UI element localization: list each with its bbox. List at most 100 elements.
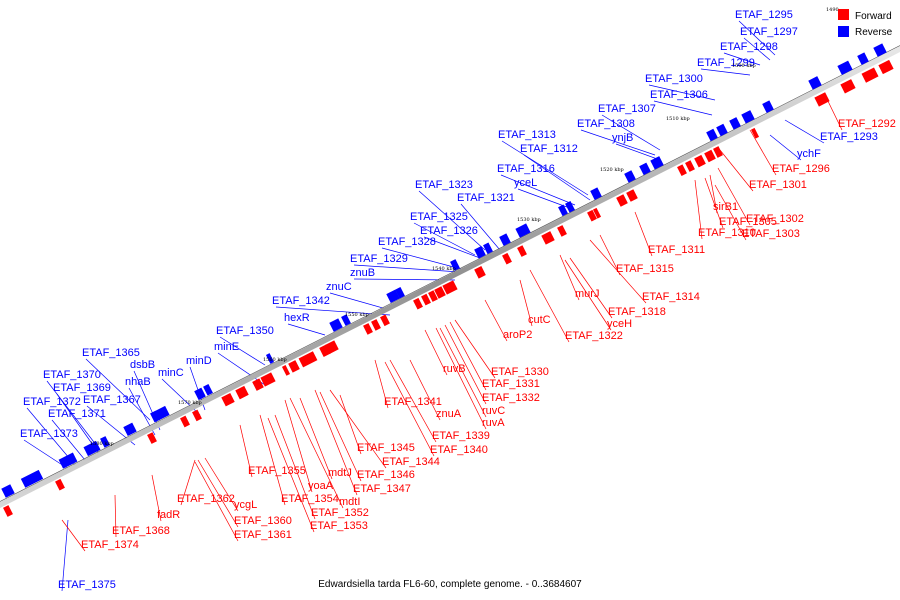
forward-gene-arrow [434, 286, 446, 299]
reverse-gene-arrow [706, 128, 718, 142]
forward-gene-label: ETAF_1345 [357, 442, 415, 454]
forward-gene-label: ETAF_1354 [281, 493, 339, 505]
reverse-gene-label: ETAF_1329 [350, 253, 408, 265]
forward-gene-label: ETAF_1340 [430, 444, 488, 456]
forward-gene-arrow [878, 59, 894, 75]
forward-gene-label: ETAF_1292 [838, 118, 896, 130]
reverse-leader-line [653, 100, 713, 116]
reverse-leader-line [85, 358, 151, 421]
forward-leader-line [339, 394, 362, 455]
forward-gene-arrow [592, 207, 602, 219]
reverse-gene-arrow [150, 410, 160, 423]
forward-leader-line [319, 391, 362, 482]
gene-arrows [1, 43, 894, 517]
legend-reverse-swatch [838, 26, 849, 37]
forward-leader-line [529, 269, 570, 343]
reverse-gene-label: ETAF_1342 [272, 295, 330, 307]
reverse-gene-label: ETAF_1316 [497, 163, 555, 175]
reverse-gene-arrow [483, 242, 493, 255]
reverse-gene-label: ETAF_1369 [53, 382, 111, 394]
forward-gene-label: ycgL [234, 499, 257, 511]
forward-gene-label: mdtI [339, 496, 360, 508]
forward-leader-line [559, 254, 580, 301]
label-leader-lines [23, 20, 843, 592]
reverse-gene-label: ETAF_1312 [520, 143, 578, 155]
forward-leader-line [389, 359, 437, 443]
forward-gene-label: ETAF_1332 [482, 392, 540, 404]
reverse-leader-line [61, 519, 69, 592]
forward-leader-line [61, 519, 86, 552]
forward-gene-label: ETAF_1355 [248, 465, 306, 477]
reverse-gene-arrow [837, 60, 853, 75]
backbone-bar [0, 46, 900, 508]
forward-gene-arrow [235, 385, 249, 400]
forward-leader-line [329, 389, 387, 469]
reverse-gene-arrow [154, 405, 170, 421]
forward-gene-label: ETAF_1305 [719, 216, 777, 228]
forward-gene-label: ETAF_1341 [384, 396, 442, 408]
kbp-tick-label: 1570 kbp [178, 400, 202, 406]
genome-backbone [0, 45, 900, 508]
forward-leader-line [439, 327, 487, 418]
reverse-gene-arrow [808, 76, 822, 90]
forward-gene-label: mdtJ [328, 467, 352, 479]
forward-gene-arrow [319, 344, 331, 357]
reverse-gene-label: hexR [284, 312, 310, 324]
reverse-gene-arrow [873, 43, 887, 57]
forward-gene-label: ruvB [443, 363, 466, 375]
reverse-gene-label: ETAF_1350 [216, 325, 274, 337]
forward-gene-label: ETAF_1314 [642, 291, 700, 303]
reverse-gene-label: ETAF_1370 [43, 369, 101, 381]
reverse-gene-label: znuC [326, 281, 352, 293]
forward-leader-line [599, 234, 621, 276]
reverse-gene-arrow [123, 422, 137, 437]
forward-gene-arrow [325, 340, 339, 354]
forward-gene-arrow [260, 372, 276, 387]
forward-gene-label: ETAF_1310 [698, 227, 756, 239]
forward-gene-arrow [677, 164, 687, 177]
forward-gene-label: murJ [575, 288, 599, 300]
reverse-gene-arrow [499, 233, 511, 246]
reverse-gene-label: ETAF_1365 [82, 347, 140, 359]
reverse-gene-arrow [515, 223, 531, 238]
reverse-gene-label: ETAF_1373 [20, 428, 78, 440]
legend-forward-label: Forward [855, 11, 892, 22]
reverse-gene-arrow [558, 204, 568, 217]
reverse-gene-arrow [194, 387, 206, 401]
corner-tick-label: 1490 [826, 7, 839, 13]
reverse-leader-line [46, 380, 101, 451]
reverse-gene-arrow [650, 156, 664, 170]
forward-gene-label: ETAF_1352 [311, 507, 369, 519]
forward-gene-arrow [221, 392, 235, 407]
forward-gene-label: ruvC [482, 405, 505, 417]
forward-gene-arrow [704, 149, 716, 163]
reverse-gene-arrow [83, 440, 101, 457]
forward-gene-arrow [587, 209, 597, 222]
forward-gene-label: ETAF_1296 [772, 163, 830, 175]
reverse-gene-label: ETAF_1298 [720, 41, 778, 53]
forward-leader-line [259, 414, 286, 506]
forward-leader-line [194, 461, 239, 542]
reverse-gene-arrow [341, 314, 351, 326]
forward-leader-line [267, 417, 315, 533]
reverse-gene-arrow [450, 259, 460, 271]
forward-leader-line [424, 329, 448, 376]
reverse-leader-line [381, 247, 466, 271]
forward-gene-arrow [616, 194, 628, 207]
forward-gene-arrow [180, 415, 190, 428]
reverse-leader-line [329, 292, 391, 311]
forward-gene-arrow [861, 67, 879, 83]
reverse-gene-arrow [265, 353, 275, 364]
forward-gene-arrow [474, 266, 486, 279]
reverse-leader-line [418, 190, 486, 251]
reverse-leader-line [580, 129, 656, 156]
forward-gene-arrow [694, 154, 706, 168]
forward-gene-label: aroP2 [503, 329, 532, 341]
forward-gene-label: yoaA [308, 480, 334, 492]
forward-gene-label: ETAF_1331 [482, 378, 540, 390]
reverse-leader-line [353, 278, 456, 281]
reverse-gene-label: minC [158, 367, 184, 379]
reverse-leader-line [523, 154, 591, 201]
reverse-gene-label: ETAF_1308 [577, 118, 635, 130]
